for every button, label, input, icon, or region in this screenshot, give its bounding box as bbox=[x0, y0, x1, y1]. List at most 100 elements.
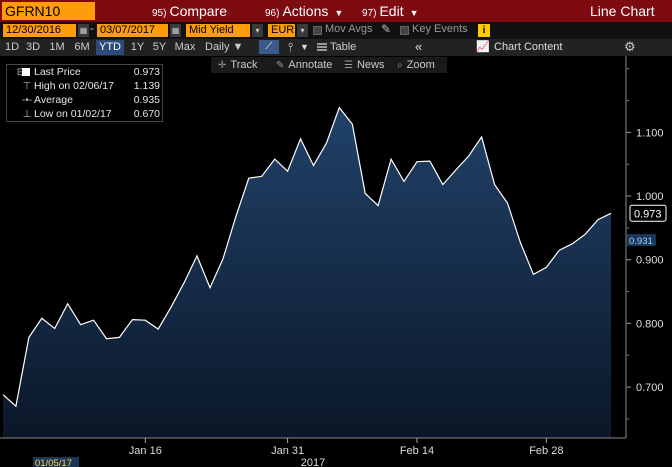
legend-value: 1.139 bbox=[133, 80, 160, 92]
mov-avgs-label: Mov Avgs bbox=[325, 23, 373, 35]
y-tick-label: 0.900 bbox=[636, 255, 664, 267]
legend-average: -•- Average 0.935 bbox=[10, 94, 160, 107]
compare-label: Compare bbox=[169, 3, 228, 19]
legend-high: ⊤ High on 02/06/17 1.139 bbox=[10, 80, 160, 93]
settings-bar bbox=[0, 22, 672, 39]
track-label: Track bbox=[230, 59, 258, 71]
pencil-icon[interactable]: ✎ bbox=[381, 22, 392, 36]
chart-type-label: Line Chart bbox=[590, 3, 655, 19]
annotate-button[interactable]: ✎ Annotate bbox=[276, 57, 332, 73]
start-date-field[interactable]: 12/30/2016 bbox=[3, 24, 76, 37]
average-marker-icon: -•- bbox=[21, 95, 33, 106]
x-axis: Jan 16 Jan 31 Feb 14 Feb 28 2017 01/05/17 bbox=[33, 438, 563, 467]
track-button[interactable]: ✛ Track bbox=[218, 57, 257, 73]
last-price-tag: 0.973 bbox=[629, 204, 667, 222]
frequency-label: Daily bbox=[205, 41, 230, 53]
range-button-1d[interactable]: 1D bbox=[4, 41, 20, 53]
zoom-button[interactable]: ⌕ Zoom bbox=[397, 57, 435, 73]
average-tag-text: 0.931 bbox=[629, 236, 653, 247]
collapse-icon[interactable]: « bbox=[415, 39, 423, 54]
y-tick-label: 0.800 bbox=[636, 318, 664, 330]
y-axis: 0.700 0.800 0.900 1.000 1.100 bbox=[626, 68, 664, 420]
range-button-5y[interactable]: 5Y bbox=[152, 41, 167, 53]
legend-label: Last Price bbox=[34, 66, 81, 78]
cursor-date-bg bbox=[33, 457, 79, 467]
field-select[interactable]: Mid Yield bbox=[186, 24, 250, 37]
news-button[interactable]: ☰ News bbox=[344, 57, 384, 73]
edit-shortcut: 97) bbox=[362, 8, 377, 19]
x-tick-label: Jan 31 bbox=[271, 445, 304, 457]
range-button-1m[interactable]: 1M bbox=[49, 41, 65, 53]
y-tick-label: 0.700 bbox=[636, 382, 664, 394]
news-label: News bbox=[356, 59, 385, 71]
actions-dropdown-icon: ▼ bbox=[334, 8, 344, 18]
actions-shortcut: 96) bbox=[265, 8, 280, 19]
news-icon: ☰ bbox=[344, 60, 353, 71]
cursor-date-tag: 01/05/17 bbox=[33, 457, 79, 467]
range-bar bbox=[0, 39, 672, 56]
edit-dropdown-icon: ▼ bbox=[409, 8, 419, 18]
zoom-label: Zoom bbox=[406, 59, 435, 71]
compare-button[interactable]: 95) Compare bbox=[152, 2, 252, 20]
calendar-icon[interactable]: ▦ bbox=[170, 24, 181, 37]
chart-content-button[interactable]: Chart Content bbox=[494, 41, 563, 53]
top-menu-bar bbox=[0, 0, 672, 22]
chevron-down-icon: ▼ bbox=[232, 41, 244, 53]
high-marker-icon: ⊤ bbox=[22, 81, 32, 92]
value-tags: 0.973 0.931 bbox=[627, 204, 667, 247]
dropdown-icon[interactable]: ▾ bbox=[252, 24, 263, 37]
last-price-tag-text: 0.973 bbox=[634, 208, 662, 220]
currency-select[interactable]: EUR bbox=[268, 24, 295, 37]
y-tick-label: 1.100 bbox=[636, 127, 664, 139]
legend-label: Low on 01/02/17 bbox=[34, 108, 112, 120]
info-icon[interactable]: i bbox=[478, 24, 490, 37]
end-date-field[interactable]: 03/07/2017 bbox=[97, 24, 168, 37]
range-button-1y[interactable]: 1Y bbox=[130, 41, 145, 53]
legend-value: 0.670 bbox=[133, 108, 160, 120]
range-button-ytd[interactable]: YTD bbox=[96, 40, 124, 55]
table-icon[interactable] bbox=[317, 42, 327, 52]
legend-low: ⊥ Low on 01/02/17 0.670 bbox=[10, 108, 160, 121]
frequency-select[interactable]: Daily ▼ bbox=[205, 40, 243, 55]
price-area bbox=[3, 107, 611, 438]
pencil-icon: ✎ bbox=[276, 60, 285, 71]
range-button-3d[interactable]: 3D bbox=[25, 41, 41, 53]
gear-icon[interactable]: ⚙ bbox=[624, 39, 636, 54]
key-events-checkbox[interactable] bbox=[400, 26, 409, 35]
average-tag-bg bbox=[627, 233, 656, 246]
chart-tools-bar bbox=[211, 57, 447, 73]
legend-label: High on 02/06/17 bbox=[34, 80, 114, 92]
last-price-swatch bbox=[22, 68, 30, 76]
edit-label: Edit bbox=[379, 3, 404, 19]
actions-button[interactable]: 96) Actions ▼ bbox=[265, 2, 355, 20]
collapse-icon[interactable]: ⊟ bbox=[16, 67, 26, 78]
bar-style-icon[interactable]: ⫯ bbox=[288, 40, 294, 54]
date-separator: - bbox=[90, 23, 94, 35]
mov-avgs-checkbox[interactable] bbox=[313, 26, 322, 35]
legend-last-price: ⊟ Last Price 0.973 bbox=[10, 66, 160, 79]
edit-button[interactable]: 97) Edit ▼ bbox=[362, 2, 452, 20]
compare-shortcut: 95) bbox=[152, 8, 167, 19]
calendar-icon[interactable]: ▦ bbox=[78, 24, 89, 37]
chart-content-icon: 📈 bbox=[476, 41, 490, 53]
x-tick-label: Feb 28 bbox=[529, 445, 563, 457]
range-button-6m[interactable]: 6M bbox=[74, 41, 90, 53]
price-chart[interactable]: 0.700 0.800 0.900 1.000 1.100 Jan 16 Jan 31 Fe… bbox=[0, 56, 672, 467]
crosshair-icon: ✛ bbox=[218, 60, 227, 71]
average-tag: 0.931 bbox=[627, 233, 656, 247]
low-marker-icon: ⊥ bbox=[22, 109, 32, 120]
chevron-down-icon[interactable]: ▼ bbox=[300, 42, 309, 52]
line-chart-icon[interactable]: ⟋ bbox=[259, 40, 279, 54]
range-button-max[interactable]: Max bbox=[174, 41, 196, 53]
search-icon: ⌕ bbox=[397, 60, 403, 71]
annotate-label: Annotate bbox=[288, 59, 333, 71]
y-tick-label: 1.000 bbox=[636, 191, 664, 203]
ticker-input[interactable]: GFRN10 Index bbox=[2, 2, 95, 37]
dropdown-icon[interactable]: ▾ bbox=[297, 24, 308, 37]
key-events-label: Key Events bbox=[412, 23, 468, 35]
last-price-tag-bg bbox=[629, 204, 667, 222]
x-tick-label: Feb 14 bbox=[400, 445, 434, 457]
table-label[interactable]: Table bbox=[330, 41, 357, 53]
cursor-date-text: 01/05/17 bbox=[35, 458, 72, 467]
legend-value: 0.935 bbox=[133, 94, 160, 106]
